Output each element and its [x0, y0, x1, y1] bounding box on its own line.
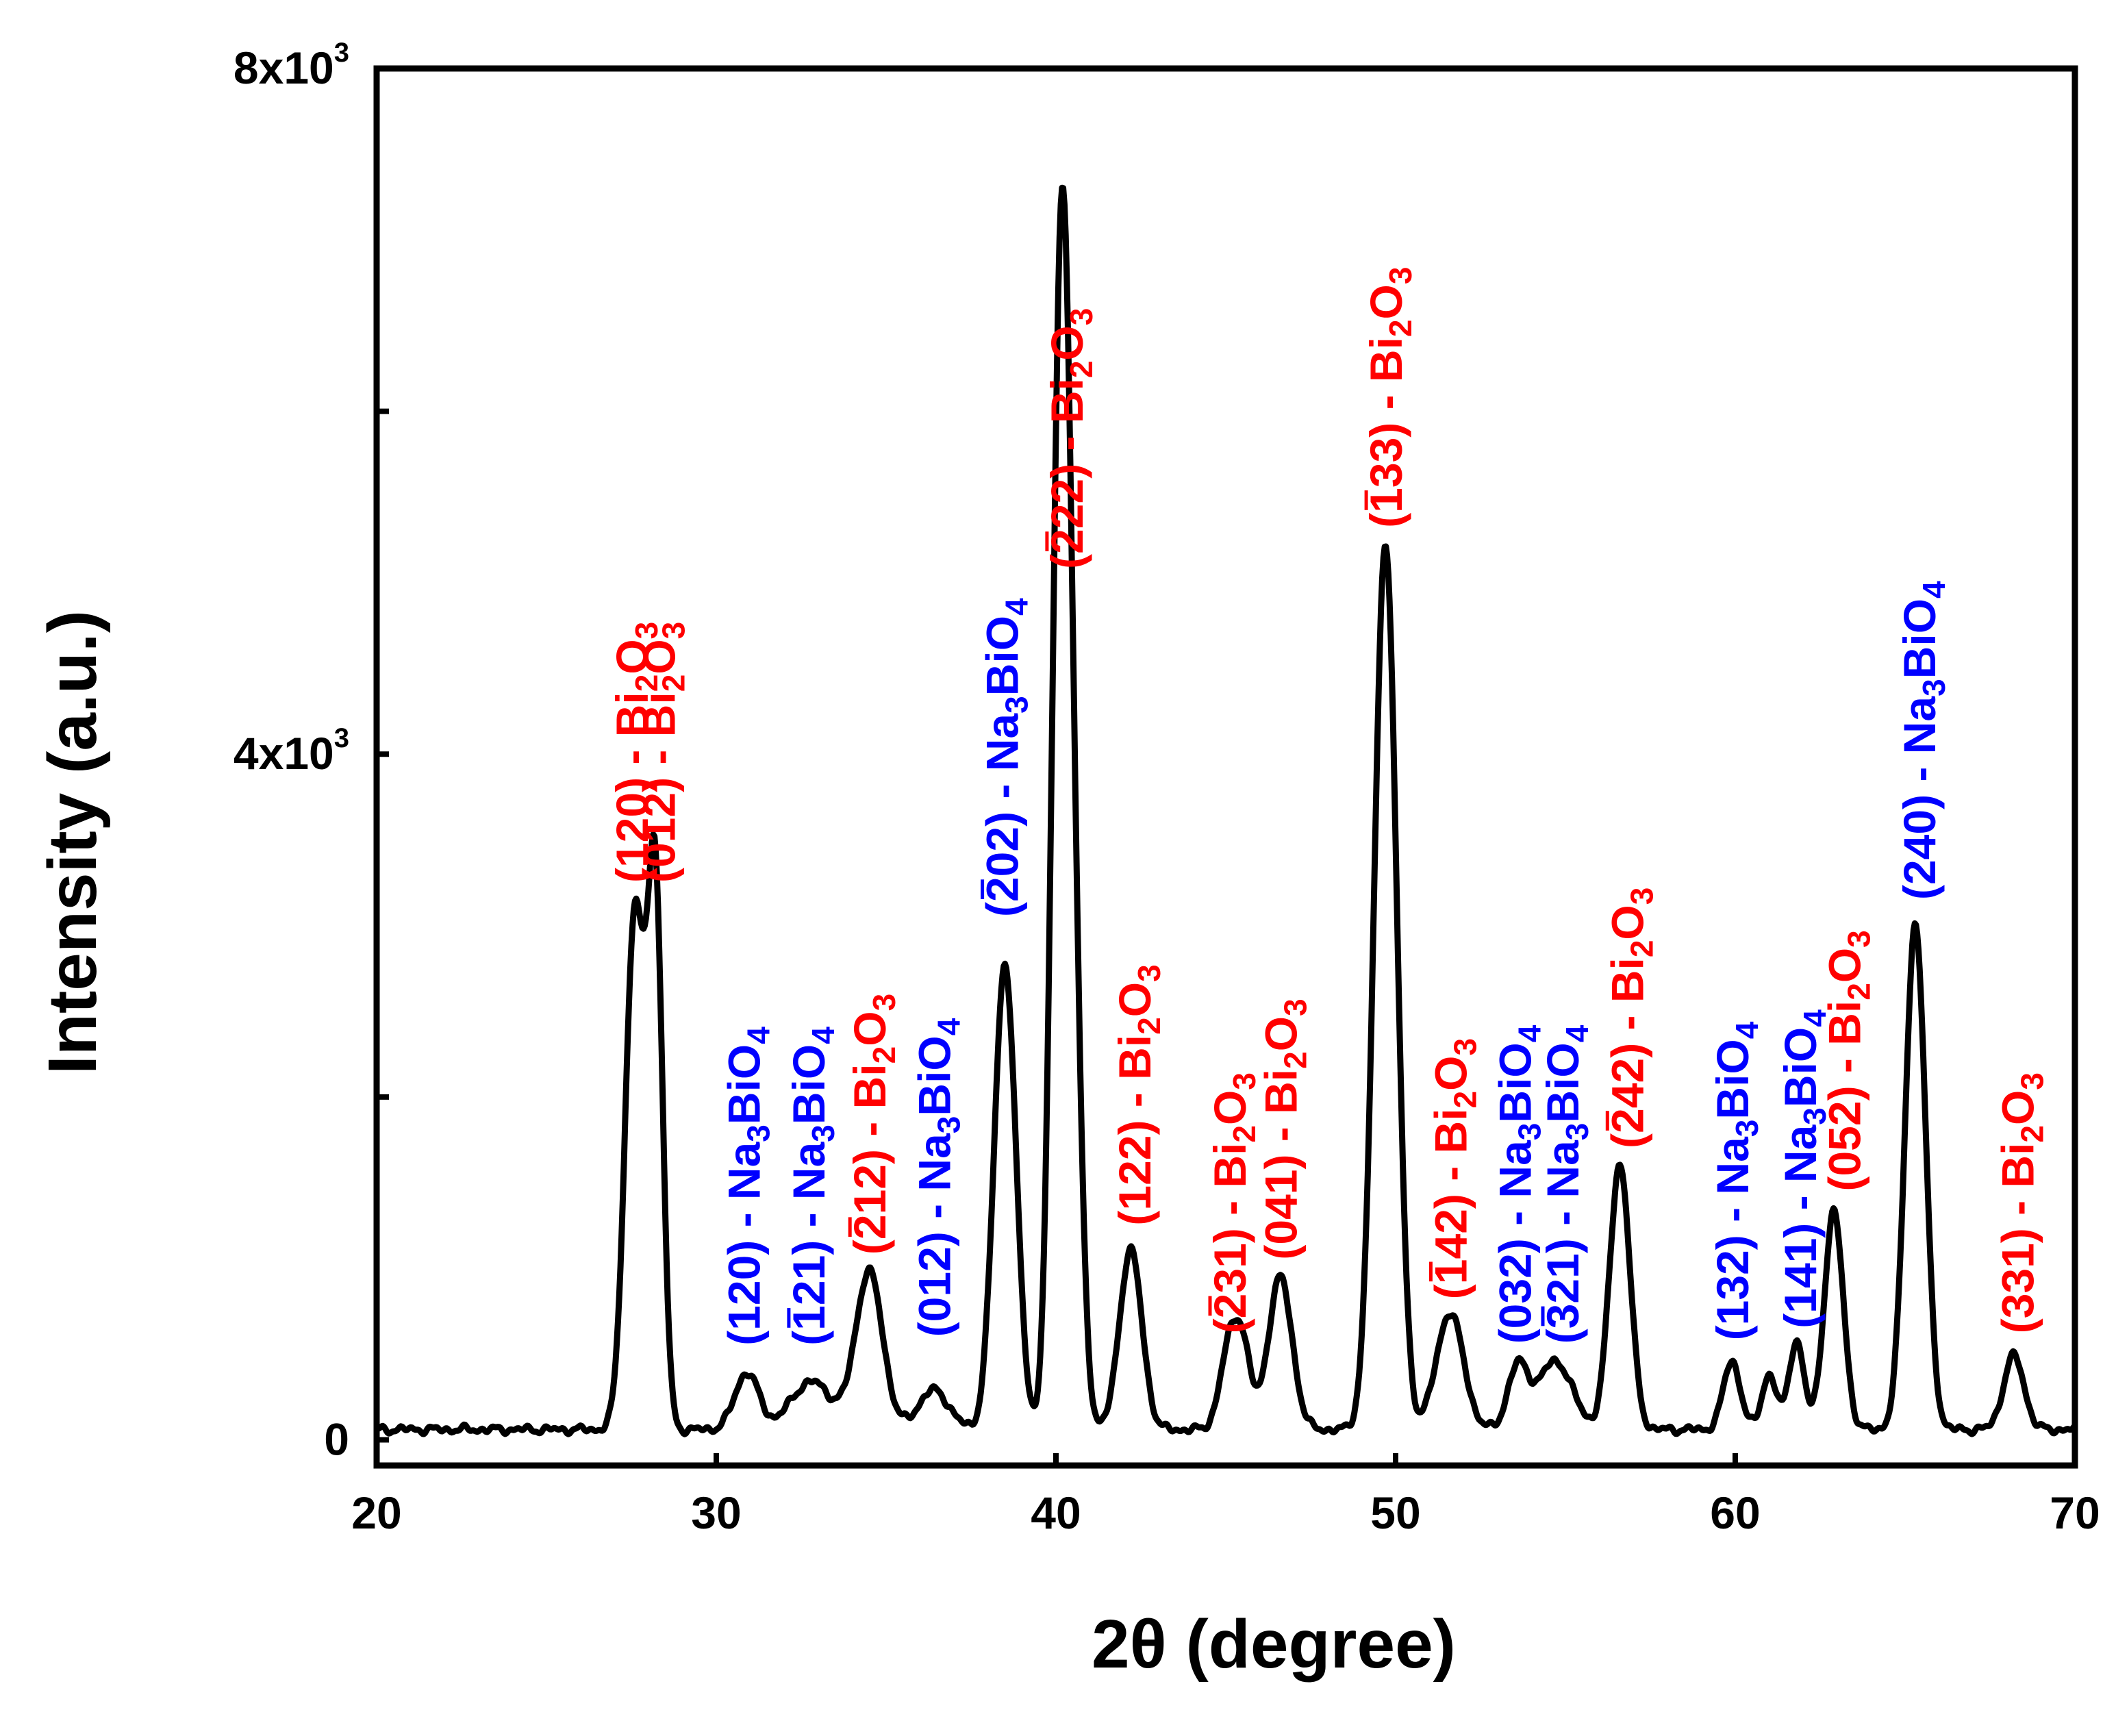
peak-annotation-label: (321) - Na3BiO4 [1537, 1024, 1595, 1344]
peak-annotation: (132) - Na3BiO4 [1707, 1021, 1765, 1340]
plot-area [375, 184, 2078, 1437]
peak-annotation-label: (012) - Bi2O3 [634, 622, 692, 883]
peak-annotation: (222) - Bi2O3 [1042, 308, 1099, 569]
series-line [375, 184, 2078, 1437]
peak-annotation-label: (120) - Na3BiO4 [719, 1027, 777, 1346]
y-tick-label: 8x103 [234, 38, 349, 93]
peak-annotation-label: (012) - Na3BiO4 [909, 1018, 966, 1337]
peak-annotation: (212) - Bi2O3 [844, 994, 902, 1255]
peak-annotation: (120) - Bi2O3 [607, 622, 664, 883]
peak-annotation: (121) - Na3BiO4 [783, 1027, 841, 1346]
peak-annotation: (012) - Bi2O3 [634, 622, 692, 883]
peak-annotation: (052) - Bi2O3 [1819, 930, 1877, 1191]
peak-annotation-label: (231) - Bi2O3 [1205, 1072, 1262, 1333]
y-tick-label: 0 [324, 1413, 349, 1464]
x-tick-label: 20 [351, 1487, 401, 1538]
peak-annotation: (012) - Na3BiO4 [909, 1018, 966, 1337]
peak-annotation-label: (121) - Na3BiO4 [783, 1027, 841, 1346]
peak-annotation: (240) - Na3BiO4 [1894, 581, 1952, 900]
peak-annotation-label: (133) - Bi2O3 [1361, 267, 1418, 528]
peak-annotation-label: (041) - Bi2O3 [1255, 998, 1313, 1259]
peak-annotation-label: (120) - Bi2O3 [607, 622, 664, 883]
y-axis-title: Intensity (a.u.) [34, 610, 111, 1074]
peak-annotation-label: (052) - Bi2O3 [1819, 930, 1877, 1191]
peak-annotation-label: (240) - Na3BiO4 [1894, 581, 1952, 900]
peak-annotation: (120) - Na3BiO4 [719, 1027, 777, 1346]
y-tick-label: 4x103 [234, 723, 349, 779]
peak-annotation: (321) - Na3BiO4 [1537, 1024, 1595, 1344]
peak-annotation-label: (212) - Bi2O3 [844, 994, 902, 1255]
plot-frame [373, 65, 2078, 1469]
peak-annotation: (142) - Bi2O3 [1425, 1038, 1483, 1299]
x-tick-label: 50 [1370, 1487, 1420, 1538]
peak-annotation-label: (032) - Na3BiO4 [1490, 1024, 1548, 1344]
peak-annotation: (133) - Bi2O3 [1361, 267, 1418, 528]
peak-annotation-label: (242) - Bi2O3 [1602, 888, 1659, 1148]
peak-annotation-label: (132) - Na3BiO4 [1707, 1021, 1765, 1340]
peak-annotation-label: (202) - Na3BiO4 [977, 598, 1035, 917]
x-tick-label: 40 [1031, 1487, 1081, 1538]
peak-annotation: (242) - Bi2O3 [1602, 888, 1659, 1148]
peak-annotation: (141) - Na3BiO4 [1775, 1009, 1832, 1329]
peak-annotation-label: (331) - Bi2O3 [1993, 1072, 2050, 1333]
peak-annotation-label: (141) - Na3BiO4 [1775, 1009, 1832, 1329]
x-tick-label: 30 [691, 1487, 741, 1538]
peak-annotation: (122) - Bi2O3 [1109, 964, 1167, 1225]
x-tick-label: 70 [2050, 1487, 2100, 1538]
peak-annotation-label: (222) - Bi2O3 [1042, 308, 1099, 569]
x-axis-title: 2θ (degree) [1092, 1606, 1456, 1683]
axes: 20 30 40 50 60 70 0 4x103 8x103 [234, 38, 2100, 1538]
peak-annotation: (032) - Na3BiO4 [1490, 1024, 1548, 1344]
x-tick-label: 60 [1710, 1487, 1760, 1538]
peak-annotation-label: (122) - Bi2O3 [1109, 964, 1167, 1225]
peak-annotation: (202) - Na3BiO4 [977, 598, 1035, 917]
peak-annotation: (231) - Bi2O3 [1205, 1072, 1262, 1333]
peak-annotation: (331) - Bi2O3 [1993, 1072, 2050, 1333]
peak-annotations: (120) - Bi2O3(012) - Bi2O3 (120) - Na3BiO… [607, 267, 2050, 1346]
peak-annotation: (041) - Bi2O3 [1255, 998, 1313, 1259]
peak-annotation-label: (142) - Bi2O3 [1425, 1038, 1483, 1299]
